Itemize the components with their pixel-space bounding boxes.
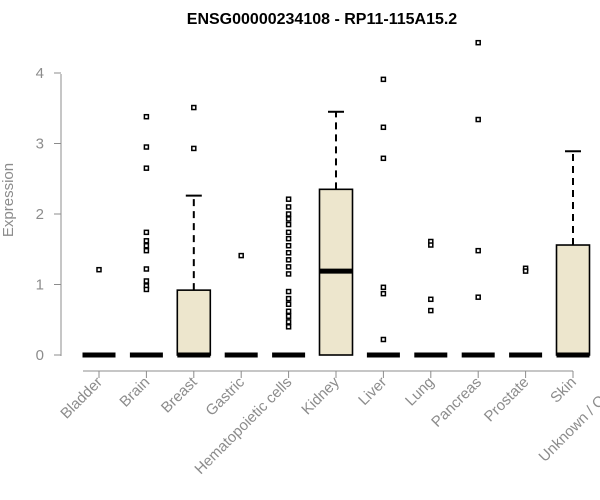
outlier-point: [191, 145, 197, 152]
outlier-point: [143, 238, 150, 244]
box-group: [366, 76, 400, 358]
y-ticks: 0 1 2 3 4: [36, 65, 61, 364]
chart-title: ENSG00000234108 - RP11-115A15.2: [187, 11, 458, 28]
outlier-point: [380, 124, 387, 131]
box-iqr: [555, 244, 591, 356]
outlier-point: [143, 278, 150, 284]
outlier-point: [285, 264, 292, 270]
outlier-point: [285, 216, 292, 222]
outlier-point: [96, 266, 102, 273]
outlier-point: [285, 229, 292, 236]
box-group: [82, 266, 116, 358]
outlier-point: [285, 319, 292, 325]
x-tick-label: Pancreas: [428, 374, 485, 431]
y-tick-label: 3: [36, 136, 44, 153]
outlier-point: [143, 113, 150, 120]
outlier-point: [143, 229, 150, 236]
outlier-point: [428, 242, 434, 248]
outlier-point: [238, 252, 244, 259]
box-group: [509, 265, 543, 358]
x-tick-label: Bladder: [57, 374, 106, 423]
outlier-point: [285, 308, 292, 315]
y-tick-label: 1: [36, 277, 44, 294]
outlier-point: [380, 284, 387, 291]
outlier-point: [285, 204, 292, 210]
outlier-point: [285, 295, 292, 302]
outlier-point: [285, 301, 292, 307]
box-group: [129, 113, 163, 358]
y-tick-label: 4: [36, 65, 44, 82]
box-group: [224, 252, 258, 358]
outlier-point: [380, 336, 387, 343]
y-tick-label: 2: [36, 206, 44, 223]
outlier-point: [285, 250, 292, 256]
outlier-point: [285, 211, 292, 217]
outlier-point: [143, 286, 150, 293]
outlier-point: [285, 196, 292, 202]
outlier-point: [428, 307, 434, 314]
outlier-point: [380, 290, 387, 297]
box-group: [176, 104, 212, 358]
outlier-point: [475, 116, 481, 123]
x-tick-label: Kidney: [298, 373, 343, 418]
box-group: [414, 238, 448, 358]
outlier-point: [285, 313, 292, 319]
box-group: [272, 196, 306, 358]
boxplots: [82, 39, 591, 358]
box-group: [318, 110, 354, 356]
outlier-point: [475, 247, 481, 254]
x-tick-label: Gastric: [202, 373, 248, 419]
outlier-point: [380, 155, 387, 162]
outlier-point: [143, 242, 150, 249]
x-tick-label: Breast: [158, 373, 201, 416]
outlier-point: [475, 39, 481, 46]
box-iqr: [176, 289, 212, 356]
outlier-point: [285, 288, 292, 295]
x-tick-label: Skin: [547, 374, 580, 407]
outlier-point: [285, 235, 292, 242]
outlier-point: [285, 257, 292, 263]
outlier-point: [191, 104, 197, 111]
outlier-point: [143, 266, 150, 272]
outlier-point: [380, 76, 387, 83]
box-group: [461, 39, 495, 358]
outlier-point: [285, 324, 292, 330]
outlier-point: [143, 144, 150, 150]
outlier-point: [285, 271, 292, 277]
y-tick-label: 0: [36, 347, 44, 364]
x-tick-label: Liver: [355, 374, 390, 409]
x-tick-label: Brain: [116, 374, 153, 411]
box-group: [555, 150, 591, 358]
x-tick-label: Lung: [402, 374, 438, 410]
outlier-point: [285, 221, 292, 228]
outlier-point: [522, 268, 529, 274]
x-tick-label: Prostate: [481, 374, 533, 426]
outlier-point: [143, 165, 150, 171]
outlier-point: [285, 242, 292, 249]
outlier-point: [475, 294, 481, 300]
outlier-point: [428, 296, 434, 303]
y-axis-label: Expression: [0, 163, 17, 237]
outlier-point: [143, 247, 150, 254]
